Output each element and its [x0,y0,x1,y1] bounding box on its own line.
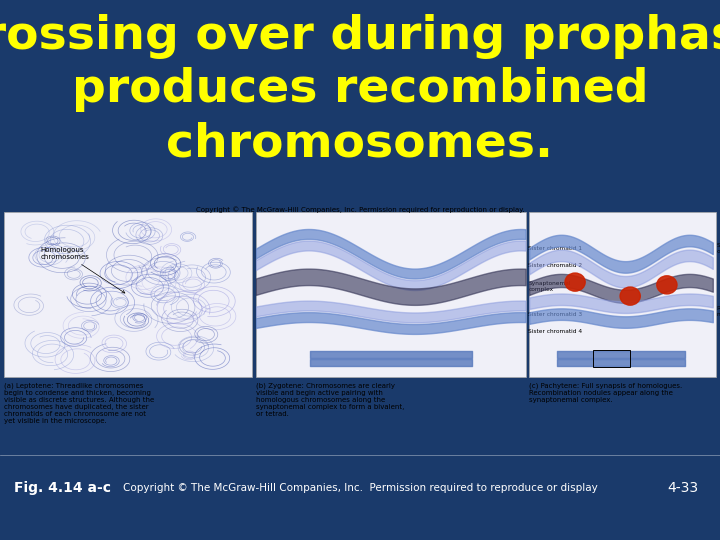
Bar [529,212,716,377]
Text: Synaptonemal
complex: Synaptonemal complex [528,281,571,292]
Bar [256,212,526,377]
Text: Sister chromatid 2: Sister chromatid 2 [528,263,582,268]
Circle shape [657,276,677,294]
Text: Homologous
chromosomes: Homologous chromosomes [41,247,125,293]
Text: 4-33: 4-33 [667,481,698,495]
Circle shape [565,273,585,291]
Bar [4,212,252,377]
Circle shape [620,287,640,305]
Text: Fig. 4.14 a-c: Fig. 4.14 a-c [14,481,112,495]
Text: Recombination
nodules: Recombination nodules [716,306,720,317]
Text: (b) Zygotene: Chromosomes are clearly
visible and begin active pairing with
homo: (b) Zygotene: Chromosomes are clearly vi… [256,382,404,417]
Bar [593,350,630,367]
Text: (a) Leptotene: Threadlike chromosomes
begin to condense and thicken, becoming
vi: (a) Leptotene: Threadlike chromosomes be… [4,382,154,424]
Text: Copyright © The McGraw-Hill Companies, Inc.  Permission required to reproduce or: Copyright © The McGraw-Hill Companies, I… [122,483,598,493]
Text: Copyright © The McGraw-Hill Companies, Inc. Permission required for reproduction: Copyright © The McGraw-Hill Companies, I… [196,206,524,213]
Text: Sister chromatid 4: Sister chromatid 4 [528,329,582,334]
Text: Synaptonemal
complex: Synaptonemal complex [716,244,720,254]
Text: Crossing over during prophase
produces recombined
chromosomes.: Crossing over during prophase produces r… [0,14,720,166]
Text: Sister chromatid 3: Sister chromatid 3 [528,312,582,318]
Text: (c) Pachytene: Full synapsis of homologues.
Recombination nodules appear along t: (c) Pachytene: Full synapsis of homologu… [529,382,683,403]
Text: Sister chromatid 1: Sister chromatid 1 [528,246,582,251]
